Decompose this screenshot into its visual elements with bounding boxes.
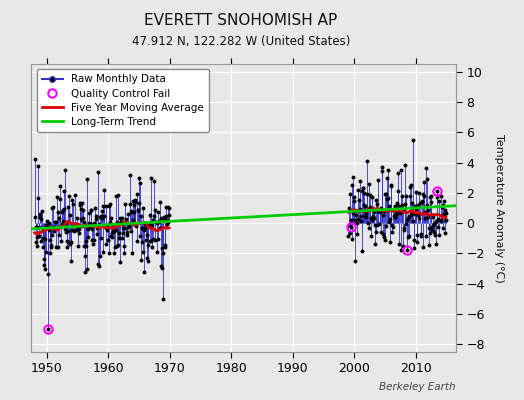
Y-axis label: Temperature Anomaly (°C): Temperature Anomaly (°C) [494,134,504,282]
Legend: Raw Monthly Data, Quality Control Fail, Five Year Moving Average, Long-Term Tren: Raw Monthly Data, Quality Control Fail, … [37,69,209,132]
Text: Berkeley Earth: Berkeley Earth [379,382,456,392]
Text: EVERETT SNOHOMISH AP: EVERETT SNOHOMISH AP [145,13,337,28]
Text: 47.912 N, 122.282 W (United States): 47.912 N, 122.282 W (United States) [132,35,350,48]
